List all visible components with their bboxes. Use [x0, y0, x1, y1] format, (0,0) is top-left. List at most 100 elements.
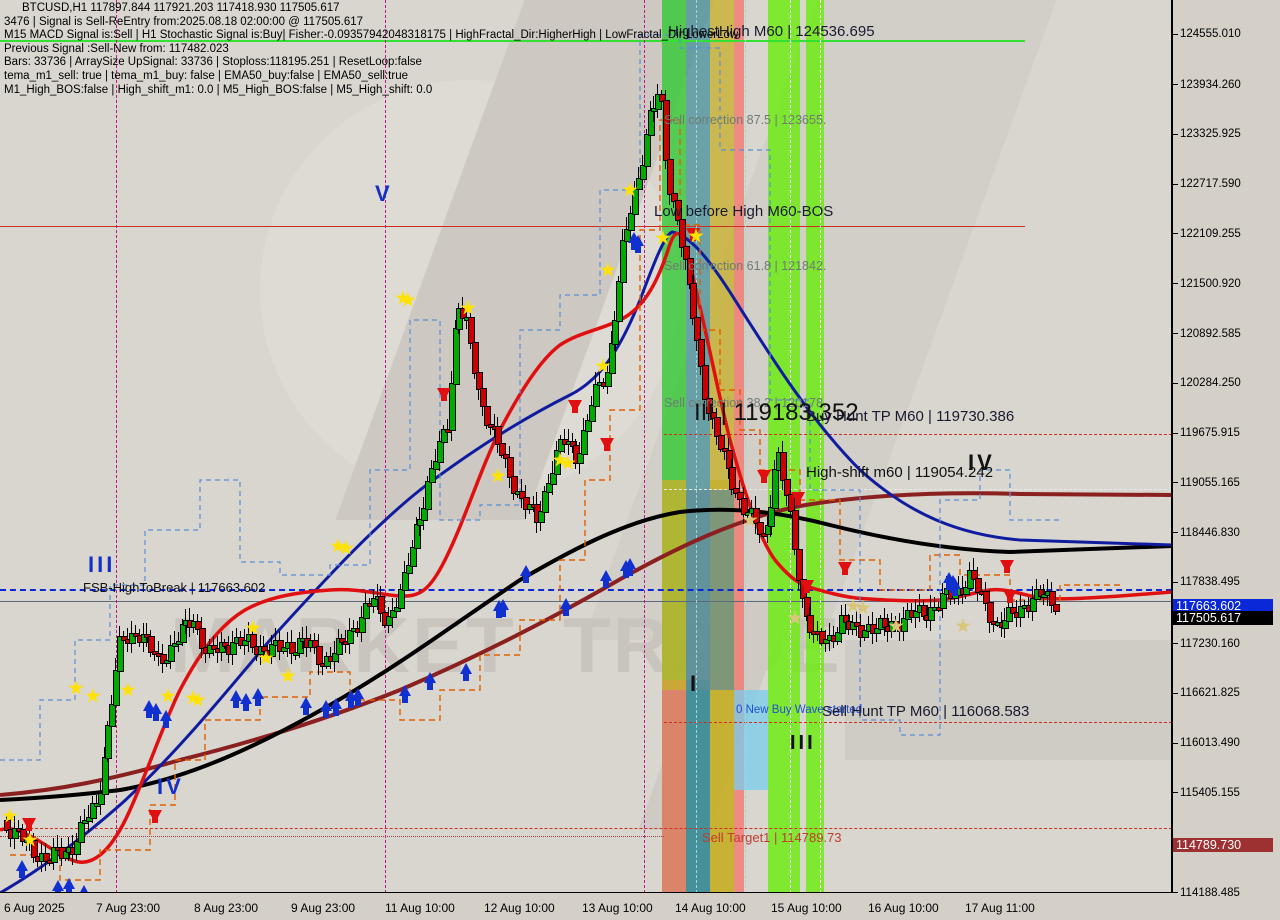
candle-body-bearish	[713, 417, 721, 438]
header-line-4: Previous Signal :Sell-New from: 117482.0…	[4, 42, 229, 55]
buy-hunt-tp-m60: Buy Hunt TP M60 | 119730.386	[806, 408, 1015, 425]
ema-blue-line	[0, 230, 1172, 893]
band-lower-lightblue	[734, 690, 768, 790]
sell-signal-arrow-icon	[838, 562, 852, 575]
candle-body-bearish	[472, 341, 479, 375]
header-line-3: M15 MACD Signal is:Sell | H1 Stochastic …	[4, 29, 739, 42]
sell-signal-arrow-icon	[1003, 590, 1017, 603]
band-lower-teal	[686, 680, 710, 893]
price-tick: 121500.920	[1173, 278, 1241, 290]
candle-body-bearish	[791, 510, 799, 551]
wave-iv-left: IV	[157, 774, 184, 799]
sell-signal-arrow-icon	[757, 470, 771, 483]
wave-iv-right: IV	[968, 450, 995, 475]
candle-body-bullish	[74, 840, 82, 856]
level-sellhunt-tp	[664, 722, 1172, 723]
time-tick: 6 Aug 2025	[4, 901, 65, 915]
sell-hunt-tp-m60: Sell Hunt TP M60 | 116068.583	[822, 703, 1030, 720]
wave-iii-level: III | 119183.352	[694, 399, 859, 426]
buy-signal-arrow-icon	[252, 688, 264, 706]
candle-body-bullish	[452, 328, 460, 385]
sell-signal-arrow-icon	[1000, 560, 1014, 573]
time-scale[interactable]: 6 Aug 2025 7 Aug 23:00 8 Aug 23:00 9 Aug 23…	[0, 893, 1172, 920]
candle-body-bullish	[409, 546, 417, 567]
chart-plot-area[interactable]: MARKET TRADE	[0, 0, 1172, 893]
candle-body-bearish	[780, 451, 788, 482]
candle-body-bullish	[647, 109, 655, 137]
candle-body-bullish	[448, 382, 456, 432]
sell-signal-arrow-icon	[568, 400, 582, 413]
fractal-envelope-orange	[10, 119, 1120, 881]
candle-body-bearish	[756, 521, 764, 535]
sell-signal-arrow-icon	[148, 810, 162, 823]
time-tick: 15 Aug 10:00	[771, 901, 842, 915]
day-separator-4	[696, 0, 697, 893]
candle-body-bullish	[592, 384, 600, 407]
low-before-high-m60-bos: Low before High M60-BOS	[654, 203, 834, 220]
price-tick: 122717.590	[1173, 178, 1241, 190]
buy-signal-arrow-icon	[240, 693, 252, 711]
header-line-6: tema_m1_sell: true | tema_m1_buy: false …	[4, 69, 408, 82]
band-green-3	[806, 0, 824, 893]
buy-signal-arrow-icon	[600, 570, 612, 588]
price-scale[interactable]: 124555.010 123934.260 123325.925 122717.590…	[1172, 0, 1280, 899]
candle-body-bullish	[772, 469, 780, 509]
buy-signal-arrow-icon	[78, 885, 90, 893]
price-tick: 124555.010	[1173, 28, 1241, 40]
time-tick: 11 Aug 10:00	[385, 901, 455, 915]
candle-body-bullish	[639, 165, 647, 181]
candle-body-bearish	[729, 466, 737, 490]
candle-body-bullish	[362, 603, 370, 619]
buy-signal-arrow-icon	[300, 697, 312, 715]
buy-signal-arrow-icon	[520, 565, 532, 583]
buy-signal-arrow-icon	[424, 672, 436, 690]
time-tick: 14 Aug 10:00	[675, 901, 746, 915]
price-tick: 116621.825	[1173, 687, 1240, 699]
day-separator-1	[116, 0, 117, 893]
candle-body-bullish	[101, 757, 109, 795]
sell-signal-arrow-icon	[22, 818, 36, 831]
price-tick: 118446.830	[1173, 527, 1240, 539]
watermark-block	[845, 640, 1172, 760]
candle-body-bullish	[105, 725, 113, 760]
candle-body-bullish	[768, 506, 776, 528]
candle-body-bullish	[620, 239, 628, 283]
wave-v-top: V	[375, 181, 393, 206]
buy-signal-arrow-icon	[150, 703, 162, 721]
sell-signal-arrow-icon	[600, 438, 614, 451]
band-lower-salmon	[662, 680, 686, 893]
header-line-2: 3476 | Signal is Sell-ReEntry from:2025.…	[4, 15, 364, 28]
buy-signal-arrow-icon	[330, 698, 342, 716]
candle-body-bearish	[378, 596, 386, 614]
candle-body-bearish	[975, 577, 983, 593]
candle-body-bearish	[1053, 603, 1061, 612]
level-ask-line	[0, 601, 1172, 602]
time-tick: 12 Aug 10:00	[484, 901, 555, 915]
buy-signal-arrow-icon	[949, 578, 961, 596]
level-green-highest	[0, 40, 1025, 42]
candle-body-bullish	[425, 481, 433, 510]
price-tick: 116013.490	[1173, 737, 1240, 749]
buy-signal-arrow-icon	[632, 235, 644, 253]
ema-long-darkred-line	[0, 491, 1172, 797]
day-separator-7	[820, 0, 821, 893]
sell-target-1: Sell Target1 | 114789.73	[702, 830, 842, 845]
candle-body-bearish	[667, 159, 674, 195]
highest-high-m60: HighestHigh M60 | 124536.695	[668, 23, 875, 40]
header-line-1: BTCUSD,H1 117897.844 117921.203 117418.9…	[22, 2, 340, 14]
day-separator-3	[644, 0, 645, 893]
candle-body-bullish	[581, 429, 589, 456]
channel-dashed-blue	[0, 34, 1060, 761]
buy-signal-arrow-icon	[497, 599, 509, 617]
price-badge: 114789.730	[1173, 837, 1273, 852]
candle-body-bearish	[468, 317, 476, 344]
level-fsb-high-to-break	[0, 589, 1172, 591]
ema-fast-red-line	[0, 231, 1172, 864]
high-shift-m60: High-shift m60 | 119054.242	[806, 464, 994, 481]
level-lower-dotted	[0, 836, 664, 837]
buy-signal-arrow-icon	[460, 663, 472, 681]
price-tick: 119675.915	[1173, 427, 1240, 439]
candle-body-bearish	[690, 282, 698, 320]
time-tick: 13 Aug 10:00	[582, 901, 653, 915]
